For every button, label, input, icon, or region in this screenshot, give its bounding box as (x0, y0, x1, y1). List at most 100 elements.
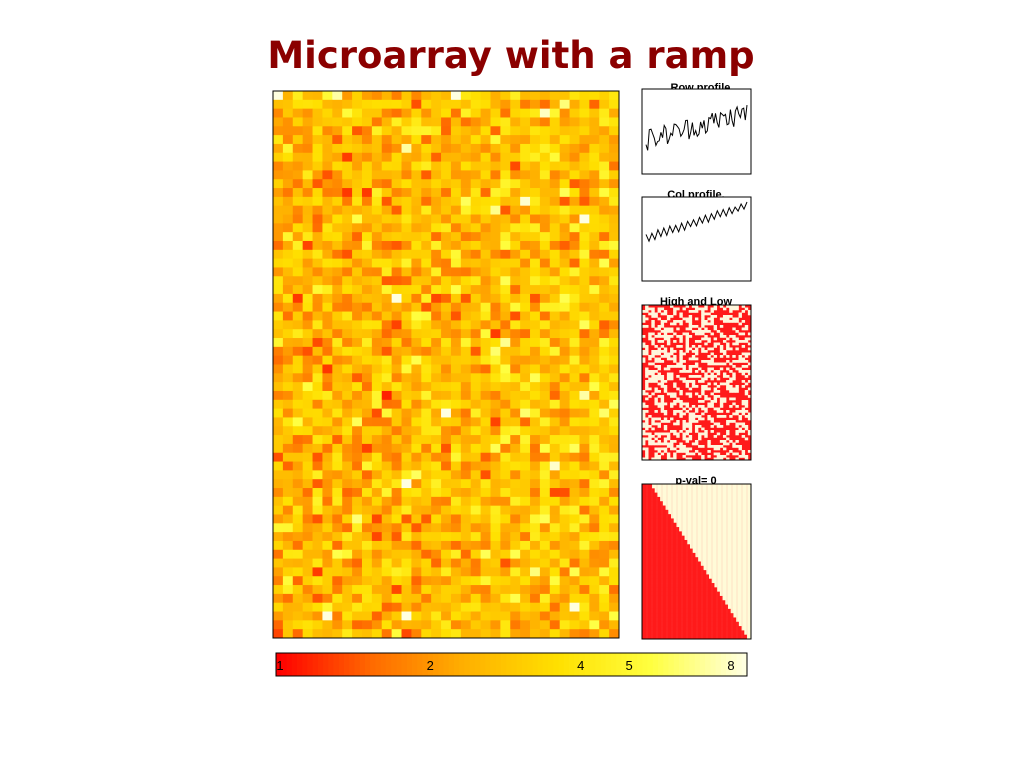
heatmap-cell (411, 399, 422, 410)
heatmap-cell (322, 435, 333, 445)
heatmap-cell (450, 602, 462, 612)
high-low-cell (642, 345, 646, 348)
heatmap-cell (332, 585, 343, 595)
heatmap-cell (322, 320, 333, 330)
heatmap-cell (361, 461, 373, 471)
heatmap-cell (361, 585, 373, 595)
heatmap-cell (599, 435, 610, 445)
high-low-cell (660, 355, 665, 358)
heatmap-cell (361, 91, 373, 101)
heatmap-cell (559, 629, 570, 639)
heatmap-cell (411, 488, 422, 498)
heatmap-cell (411, 593, 422, 604)
heatmap-cell (549, 126, 561, 136)
heatmap-cell (579, 170, 590, 180)
high-low-cell (657, 402, 661, 406)
heatmap-cell (292, 576, 304, 586)
heatmap-cell (500, 549, 511, 559)
high-low-cell (726, 345, 730, 348)
heatmap-cell (500, 117, 511, 127)
heatmap-cell (273, 558, 284, 568)
colorbar-swatch (401, 653, 408, 676)
heatmap-cell (450, 532, 462, 542)
heatmap-cell (500, 373, 511, 383)
heatmap-cell (569, 585, 580, 595)
heatmap-cell (371, 91, 383, 101)
heatmap-cell (273, 232, 284, 242)
heatmap-cell (450, 302, 462, 312)
heatmap-cell (480, 496, 491, 507)
heatmap-cell (431, 532, 442, 542)
heatmap-cell (431, 567, 442, 577)
heatmap-cell (599, 152, 610, 162)
heatmap-cell (391, 214, 402, 224)
heatmap-cell (332, 117, 343, 127)
heatmap-cell (273, 461, 284, 471)
heatmap-cell (579, 496, 590, 507)
heatmap-cell (480, 567, 491, 577)
high-low-cell (713, 342, 718, 346)
heatmap-cell (520, 435, 531, 445)
high-low-cell (660, 320, 665, 323)
heatmap-cell (273, 399, 284, 410)
colorbar-swatch (412, 653, 418, 676)
high-low-cell (707, 322, 711, 326)
high-low-cell (666, 437, 671, 441)
heatmap-cell (539, 567, 551, 577)
heatmap-cell (361, 390, 373, 401)
high-low-cell (660, 330, 665, 333)
heatmap-cell (450, 461, 462, 471)
colorbar-swatch (542, 653, 549, 676)
high-low-cell (704, 385, 708, 388)
heatmap-cell (421, 161, 432, 171)
heatmap-cell (332, 161, 343, 171)
heatmap-cell (342, 285, 353, 295)
heatmap-cell (391, 188, 402, 198)
heatmap-cell (549, 382, 561, 392)
heatmap-cell (371, 514, 383, 524)
heatmap-cell (292, 161, 304, 171)
heatmap-cell (589, 152, 600, 162)
heatmap-cell (302, 488, 313, 498)
heatmap-cell (273, 302, 284, 312)
heatmap-cell (609, 549, 620, 559)
high-low-cell (698, 367, 702, 371)
heatmap-cell (599, 249, 610, 260)
heatmap-cell (322, 540, 333, 551)
high-low-cell (654, 360, 658, 363)
heatmap-cell (352, 382, 363, 392)
heatmap-cell (282, 267, 294, 277)
heatmap-cell (579, 435, 590, 445)
heatmap-cell (510, 426, 521, 436)
high-low-cell (707, 355, 711, 358)
heatmap-cell (441, 276, 452, 286)
heatmap-cell (609, 488, 620, 498)
high-low-cell (651, 370, 655, 373)
high-low-cell (744, 410, 749, 413)
heatmap-cell (539, 399, 551, 410)
colorbar-swatch (453, 653, 460, 676)
heatmap-cell (312, 223, 323, 233)
heatmap-cell (510, 399, 521, 410)
high-low-cell (741, 422, 746, 426)
heatmap-cell (332, 576, 343, 586)
heatmap-cell (441, 179, 452, 189)
colorbar-swatch (637, 653, 643, 676)
heatmap-cell (391, 205, 402, 215)
heatmap-cell (569, 267, 580, 277)
heatmap-cell (539, 479, 551, 489)
heatmap-cell (470, 593, 481, 604)
high-low-cell (691, 330, 696, 333)
high-low-cell (691, 417, 696, 421)
heatmap-cell (332, 205, 343, 215)
heatmap-cell (292, 117, 304, 127)
high-low-cell (713, 422, 718, 426)
heatmap-cell (480, 276, 491, 286)
heatmap-cell (510, 461, 521, 471)
heatmap-cell (589, 329, 600, 339)
heatmap-cell (490, 302, 501, 312)
colorbar-swatch (590, 653, 596, 676)
heatmap-cell (411, 390, 422, 401)
heatmap-cell (322, 523, 333, 533)
heatmap-cell (401, 417, 412, 427)
